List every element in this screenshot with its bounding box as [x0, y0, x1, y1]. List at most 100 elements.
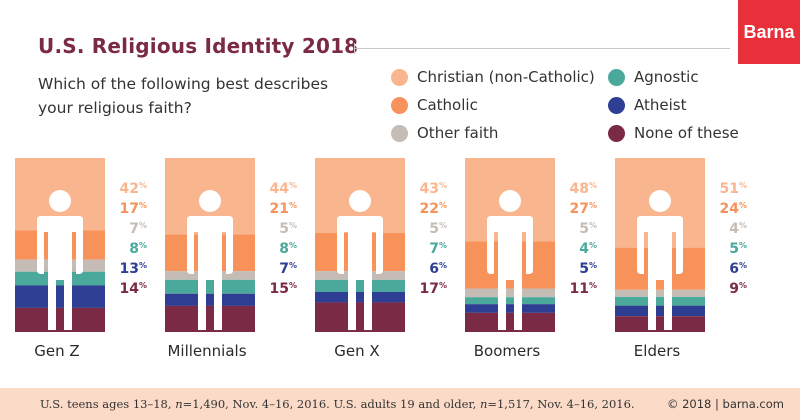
person-head [49, 190, 71, 212]
value-label-none: 14% [120, 281, 148, 297]
footer-copyright: © 2018 | barna.com [666, 397, 784, 411]
legend-swatch-catholic [391, 96, 408, 114]
bar-segment-agnostic [315, 279, 405, 292]
legend-item-christian: Christian (non-Catholic) [391, 68, 595, 86]
person-body [637, 216, 683, 330]
person-head [349, 190, 371, 212]
value-label-catholic: 24% [720, 201, 748, 217]
bar-segment-atheist [165, 293, 255, 306]
value-label-none: 17% [420, 281, 448, 297]
legend-item-none: None of these [608, 124, 739, 142]
person-head [499, 190, 521, 212]
legend-item-other: Other faith [391, 124, 498, 142]
category-label: Gen Z [34, 342, 79, 360]
value-label-agnostic: 8% [129, 241, 147, 257]
footer-source-note: U.S. teens ages 13–18, n=1,490, Nov. 4–1… [40, 397, 635, 411]
category-label: Elders [634, 342, 681, 360]
bar-segment-agnostic [465, 297, 555, 305]
value-label-atheist: 6% [429, 261, 447, 277]
category-label: Boomers [474, 342, 541, 360]
bar-segment-other [615, 289, 705, 297]
brand-name: Barna [743, 21, 795, 42]
value-label-none: 11% [570, 281, 598, 297]
bar-segment-agnostic [615, 296, 705, 306]
bar-group-elders: 51% 24% 4% 5% 6% 9% Elders [615, 158, 747, 360]
source-note-part: =1,490, Nov. 4–16, 2016. U.S. adults 19 … [182, 397, 480, 411]
legend-swatch-none [608, 124, 625, 142]
person-silhouette [637, 190, 683, 330]
sample-size-symbol: n [479, 397, 488, 411]
bar-segment-none [615, 316, 705, 332]
title-divider [354, 43, 730, 54]
value-label-catholic: 17% [120, 201, 148, 217]
person-head [199, 190, 221, 212]
value-label-none: 15% [270, 281, 298, 297]
value-label-other: 5% [279, 221, 297, 237]
bar-segment-none [15, 307, 105, 332]
value-label-christian: 48% [570, 181, 598, 197]
value-label-atheist: 6% [729, 261, 747, 277]
bar-segment-none [165, 305, 255, 332]
value-label-atheist: 7% [279, 261, 297, 277]
value-label-agnostic: 8% [279, 241, 297, 257]
person-body [187, 216, 233, 330]
value-label-other: 4% [729, 221, 747, 237]
legend-label-catholic: Catholic [417, 96, 478, 114]
bar-segment-atheist [315, 291, 405, 303]
value-label-other: 5% [429, 221, 447, 237]
legend-swatch-christian [391, 68, 408, 86]
category-label: Millennials [167, 342, 246, 360]
bar-segment-agnostic [165, 279, 255, 294]
legend-swatch-agnostic [608, 68, 625, 86]
value-label-christian: 43% [420, 181, 448, 197]
chart-title: U.S. Religious Identity 2018 [38, 34, 359, 58]
legend-label-atheist: Atheist [634, 96, 687, 114]
value-label-agnostic: 4% [579, 241, 597, 257]
bar-segment-atheist [15, 285, 105, 308]
footer-bar: U.S. teens ages 13–18, n=1,490, Nov. 4–1… [0, 388, 800, 420]
person-body [487, 216, 533, 330]
value-label-christian: 44% [270, 181, 298, 197]
bar-segment-none [465, 312, 555, 332]
source-note-part: =1,517, Nov. 4–16, 2016. [487, 397, 635, 411]
value-label-agnostic: 7% [429, 241, 447, 257]
bar-group-gen-z: 42% 17% 7% 8% 13% 14% Gen Z [15, 158, 147, 360]
legend-label-agnostic: Agnostic [634, 68, 699, 86]
value-label-other: 5% [579, 221, 597, 237]
bar-segment-atheist [615, 305, 705, 317]
value-label-catholic: 21% [270, 201, 298, 217]
bar-segment-other [465, 288, 555, 298]
value-label-catholic: 22% [420, 201, 448, 217]
person-body [337, 216, 383, 330]
generation-stacked-bars: 42% 17% 7% 8% 13% 14% Gen Z 44% 21% 5% 8% 7% 15% Mill… [15, 158, 747, 360]
bar-segment-atheist [465, 304, 555, 313]
survey-question: Which of the following best describes yo… [38, 75, 329, 117]
bar-group-boomers: 48% 27% 5% 4% 5% 11% Boomers [465, 158, 597, 360]
legend-label-none: None of these [634, 124, 739, 142]
person-head [649, 190, 671, 212]
source-note-part: U.S. teens ages 13–18, [40, 397, 176, 411]
value-label-christian: 51% [720, 181, 748, 197]
legend-label-christian: Christian (non-Catholic) [417, 68, 595, 86]
barna-logo: Barna [738, 0, 800, 64]
value-label-none: 9% [729, 281, 747, 297]
person-silhouette [37, 190, 83, 330]
bar-group-millennials: 44% 21% 5% 8% 7% 15% Millennials [165, 158, 297, 360]
value-label-christian: 42% [120, 181, 148, 197]
value-label-atheist: 5% [579, 261, 597, 277]
legend-swatch-atheist [608, 96, 625, 114]
person-silhouette [487, 190, 533, 330]
value-label-catholic: 27% [570, 201, 598, 217]
person-silhouette [337, 190, 383, 330]
category-label: Gen X [334, 342, 379, 360]
person-body [37, 216, 83, 330]
legend-item-catholic: Catholic [391, 96, 478, 114]
legend-label-other: Other faith [417, 124, 499, 142]
sample-size-symbol: n [175, 397, 183, 411]
value-label-agnostic: 5% [729, 241, 747, 257]
value-label-other: 7% [129, 221, 147, 237]
legend-swatch-other [391, 124, 408, 142]
person-silhouette [187, 190, 233, 330]
legend-item-atheist: Atheist [608, 96, 686, 114]
value-label-atheist: 13% [120, 261, 148, 277]
